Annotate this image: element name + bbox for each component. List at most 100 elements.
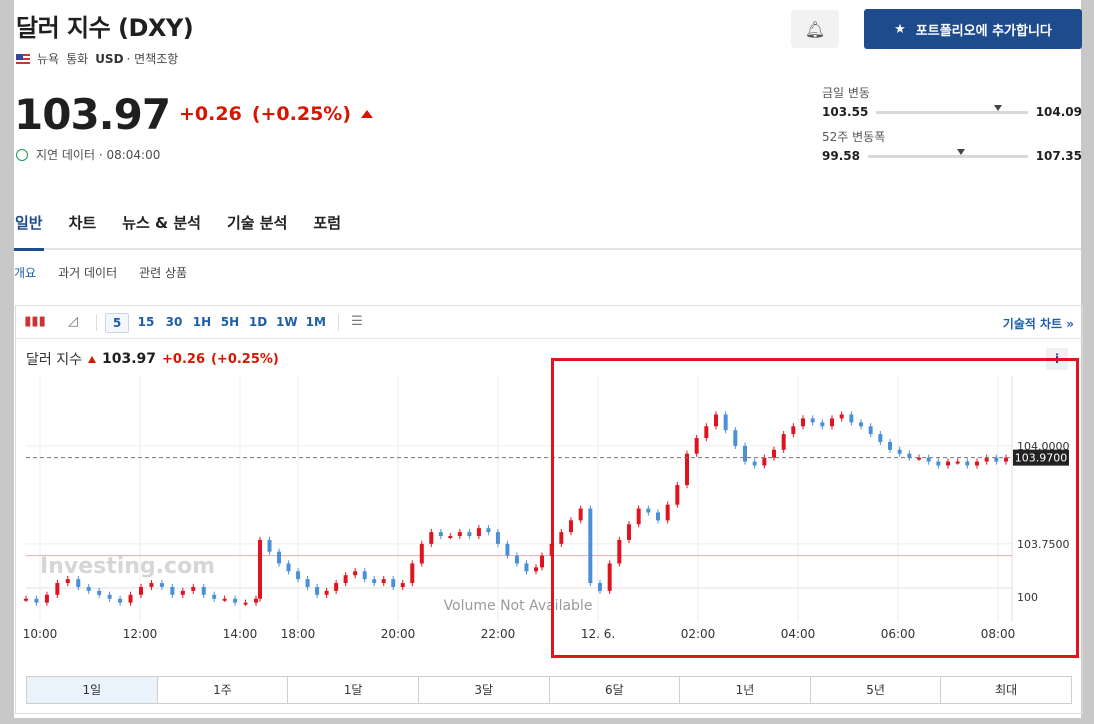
disclaimer-link[interactable]: · 면책조항 (126, 52, 179, 66)
x-tick-label: 20:00 (381, 627, 416, 641)
candle-body (467, 532, 472, 537)
last-price: 103.97 (14, 90, 171, 139)
interval-1m[interactable]: 1M (305, 315, 326, 329)
candle-body (694, 438, 699, 454)
candle-body (675, 485, 680, 505)
currency-label: 통화 (66, 52, 89, 66)
interval-5[interactable]: 5 (105, 313, 129, 333)
candle-body (946, 461, 950, 466)
candle-body (743, 445, 747, 462)
subtab-related[interactable]: 관련 상품 (139, 266, 188, 280)
candle-body (540, 555, 544, 568)
candle-body (714, 414, 718, 427)
interval-1d[interactable]: 1D (248, 315, 268, 329)
subtab-overview[interactable]: 개요 (14, 266, 37, 280)
current-price-tag (1013, 449, 1069, 466)
interval-15[interactable]: 15 (137, 315, 155, 329)
candle-body (258, 539, 262, 599)
candle-body (438, 532, 443, 537)
range-5y[interactable]: 5년 (811, 677, 942, 703)
interval-1h[interactable]: 1H (192, 315, 212, 329)
candle-body (514, 555, 519, 564)
change-percent: (+0.25%) (251, 103, 352, 125)
candle-body (578, 508, 583, 521)
candle-body (733, 430, 738, 446)
create-alert-button[interactable]: 🔔︎ (791, 10, 839, 48)
candle-body (559, 532, 564, 544)
candle-body (180, 590, 185, 595)
x-tick-label: 12:00 (123, 627, 158, 641)
range-max[interactable]: 최대 (995, 683, 1018, 697)
range-1d[interactable]: 1일 (27, 677, 158, 703)
tab-technical-analysis[interactable]: 기술 분석 (226, 214, 288, 232)
instrument-meta: 뉴욕 통화 USD · 면책조항 (16, 50, 178, 67)
area-chart-icon[interactable]: ◿ (68, 314, 78, 329)
tab-chart[interactable]: 차트 (68, 214, 97, 232)
candle-body (128, 594, 133, 603)
candle-body (448, 536, 453, 539)
x-tick-label: 22:00 (481, 627, 516, 641)
candle-body (627, 524, 631, 540)
x-tick-label: 10:00 (23, 627, 58, 641)
candle-body (617, 539, 622, 564)
candle-body (277, 551, 282, 564)
x-tick-label: 12. 6. (581, 627, 615, 641)
candle-body (772, 449, 776, 458)
interval-selector: 5 15 30 1H 5H 1D 1W 1M (105, 313, 327, 333)
candle-body (76, 579, 81, 587)
candle-body (159, 583, 164, 587)
candle-body (994, 457, 999, 462)
candle-body (607, 563, 612, 591)
candle-body (362, 571, 367, 580)
candle-body (868, 426, 873, 435)
y-tick-label: 103.7500 (1017, 538, 1070, 551)
technical-chart-link[interactable]: 기술적 차트 » (1002, 317, 1074, 331)
candle-body (975, 461, 979, 466)
interval-1w[interactable]: 1W (276, 315, 298, 329)
candle-body (505, 543, 510, 556)
candle-body (222, 598, 227, 601)
candle-body (897, 449, 902, 454)
tab-news-analysis[interactable]: 뉴스 & 분석 (122, 214, 201, 232)
range-3m[interactable]: 3달 (419, 677, 550, 703)
candle-body (24, 598, 28, 601)
table-view-icon[interactable]: ☰ (351, 314, 363, 329)
interval-5h[interactable]: 5H (220, 315, 240, 329)
candlestick-chart-icon[interactable]: ▮▮▮ (24, 314, 46, 329)
candle-body (1004, 457, 1008, 462)
us-flag-icon (16, 53, 30, 64)
candle-body (839, 414, 844, 419)
candle-body (429, 532, 434, 544)
week52-range-high: 107.35 (1035, 149, 1082, 163)
tab-general[interactable]: 일반 (14, 212, 44, 251)
candle-body (324, 590, 329, 595)
chart-instrument-name: 달러 지수 (26, 352, 82, 368)
tab-forum[interactable]: 포럼 (313, 214, 341, 232)
add-to-portfolio-button[interactable]: ★ 포트폴리오에 추가합니다 (864, 9, 1082, 49)
candle-body (381, 579, 386, 584)
candle-body (149, 583, 154, 587)
candle-body (810, 418, 815, 423)
interval-30[interactable]: 30 (165, 315, 183, 329)
day-range-marker (994, 104, 1003, 111)
subtab-historical-data[interactable]: 과거 데이터 (58, 266, 118, 280)
candle-body (665, 504, 670, 521)
toolbar-divider (96, 314, 97, 331)
candle-body (965, 461, 970, 466)
price-chart[interactable]: 10:00 12:00 14:00 18:00 20:00 22:00 12. 6. 02:0… (16, 306, 1082, 676)
star-icon: ★ (894, 21, 906, 37)
candle-body (372, 579, 377, 584)
candle-body (723, 414, 728, 431)
candle-body (400, 583, 405, 587)
chart-price: 103.97 (101, 351, 157, 367)
candle-body (86, 586, 91, 591)
range-1m[interactable]: 1달 (288, 677, 419, 703)
candle-body (286, 563, 291, 572)
range-6m[interactable]: 6달 (550, 677, 681, 703)
range-1y[interactable]: 1년 (680, 677, 811, 703)
range-selector: 1일 1주 1달 3달 6달 1년 5년 최대 (26, 676, 1072, 704)
range-1w[interactable]: 1주 (158, 677, 289, 703)
week52-range-bar (867, 148, 1028, 158)
page-title: 달러 지수 (DXY) (16, 14, 194, 42)
candle-body (334, 583, 339, 591)
